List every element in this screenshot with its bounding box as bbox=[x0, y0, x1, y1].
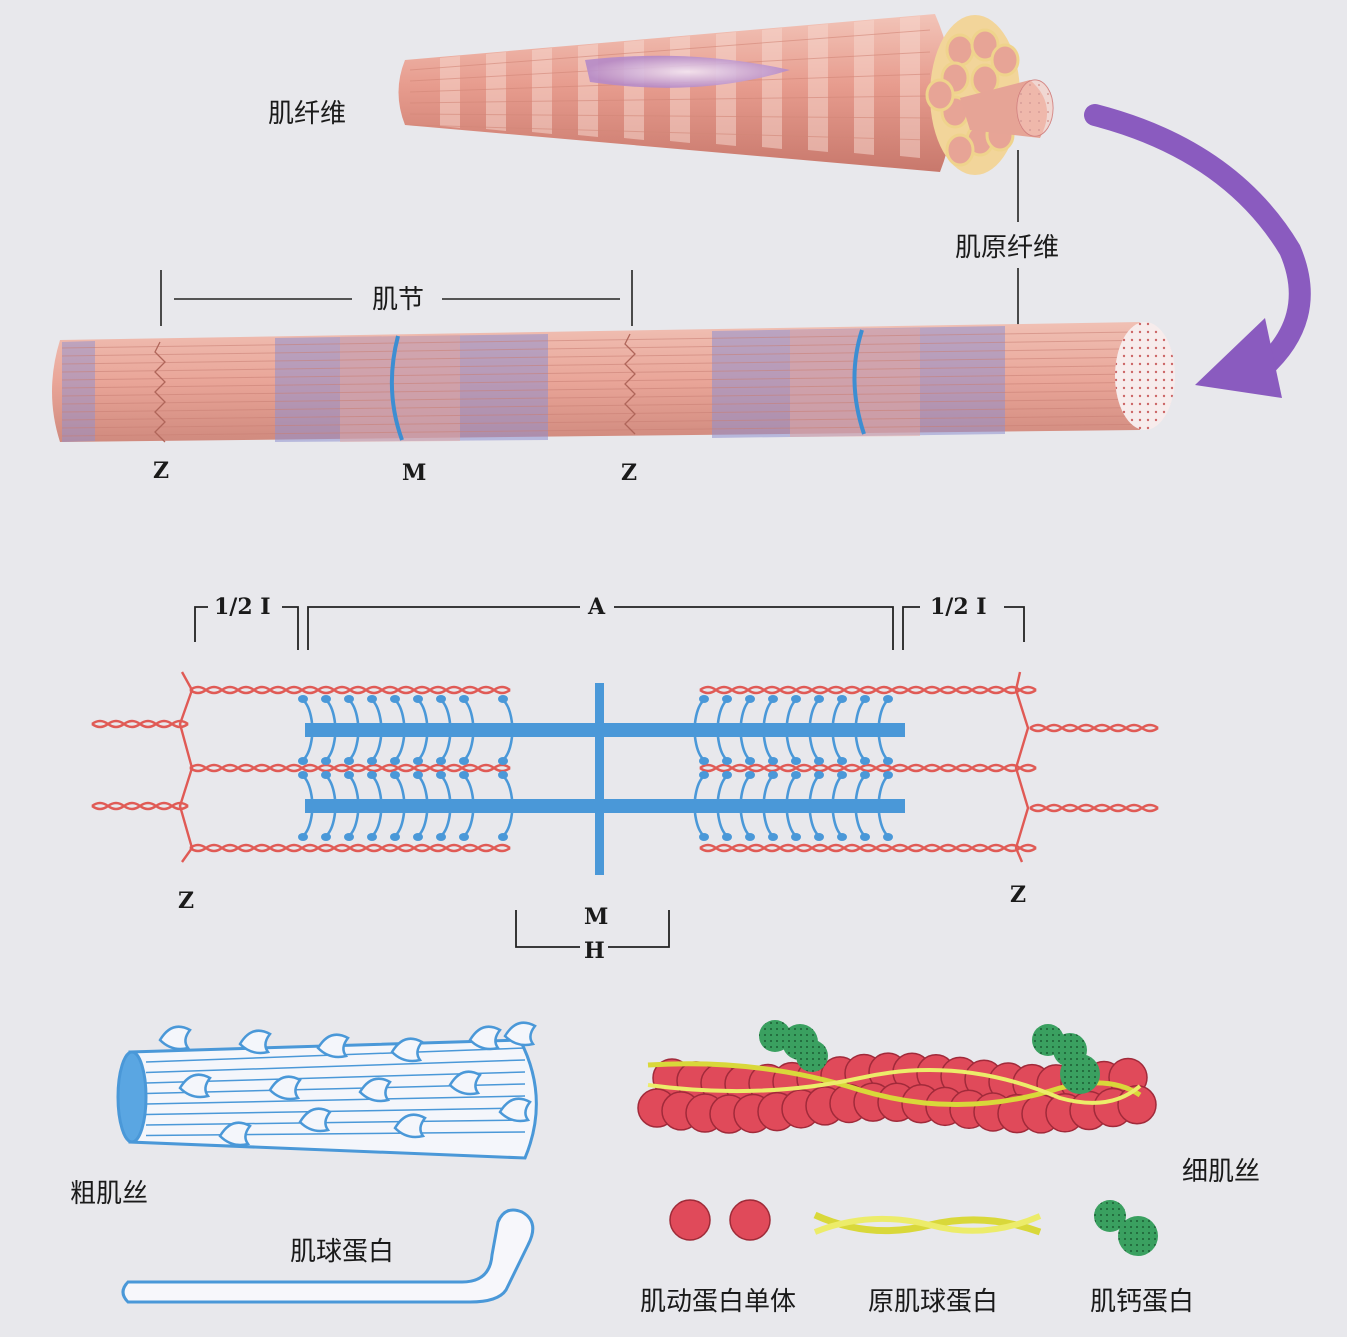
muscle-fiber-illustration bbox=[398, 14, 1054, 175]
band-brackets bbox=[194, 606, 1025, 948]
troponin-icon bbox=[1094, 1200, 1158, 1256]
z-label-top-left: Z bbox=[153, 458, 169, 484]
sarcomere-label: 肌节 bbox=[372, 285, 424, 315]
sarcomere-schematic bbox=[91, 671, 1159, 875]
tropomyosin-label: 原肌球蛋白 bbox=[868, 1287, 998, 1317]
troponin-label: 肌钙蛋白 bbox=[1090, 1287, 1194, 1317]
zoom-arrow-icon bbox=[1084, 104, 1311, 398]
thick-filament-label: 粗肌丝 bbox=[70, 1179, 148, 1209]
myofibril-illustration bbox=[52, 322, 1175, 443]
muscle-fiber-label: 肌纤维 bbox=[268, 99, 346, 129]
z-line-label-right: Z bbox=[1010, 882, 1026, 908]
z-line-label-left: Z bbox=[178, 888, 194, 914]
myofibril-label: 肌原纤维 bbox=[955, 233, 1059, 263]
thin-filament-illustration bbox=[637, 1020, 1157, 1134]
half-i-band-label-right: 1/2 I bbox=[930, 594, 987, 620]
myosin-molecule-illustration bbox=[121, 1208, 535, 1304]
m-label-top: M bbox=[402, 460, 426, 486]
tropomyosin-icon bbox=[813, 1211, 1042, 1236]
a-band-label: A bbox=[587, 594, 606, 620]
h-zone-label: H bbox=[584, 938, 605, 964]
thin-filament-label: 细肌丝 bbox=[1182, 1157, 1260, 1187]
z-label-top-right: Z bbox=[621, 460, 637, 486]
actin-monomer-icon bbox=[669, 1199, 771, 1241]
myosin-label: 肌球蛋白 bbox=[290, 1237, 394, 1267]
actin-monomer-label: 肌动蛋白单体 bbox=[640, 1287, 796, 1317]
thick-filament-illustration bbox=[116, 1021, 538, 1160]
m-line-label: M bbox=[584, 904, 608, 930]
half-i-band-label-left: 1/2 I bbox=[214, 594, 271, 620]
